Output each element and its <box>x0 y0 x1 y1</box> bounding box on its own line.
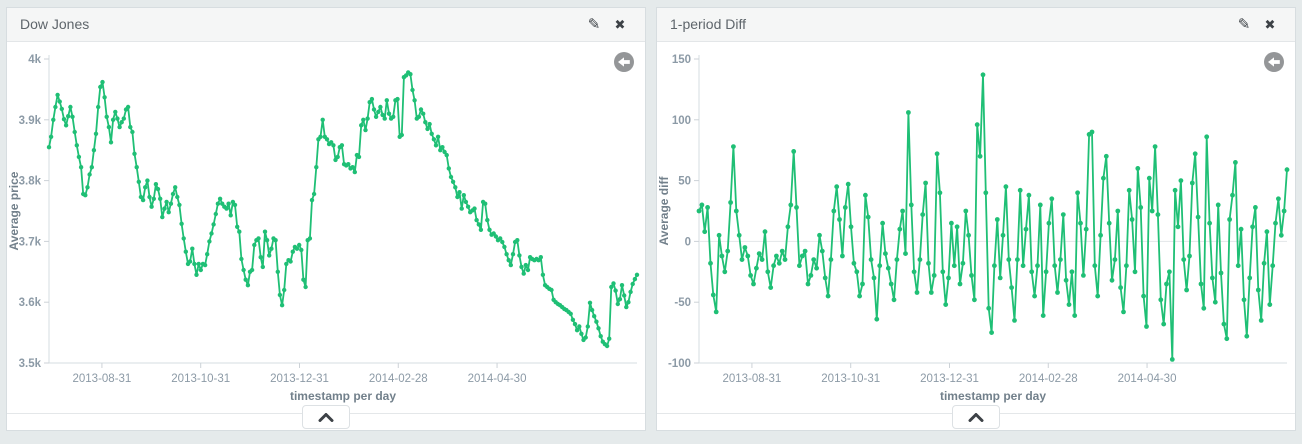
line-chart[interactable]: 4k 3.9k 3.8k 3.7k 3.6k 3.5k 2013-08-31 2013-10-… <box>7 43 645 414</box>
svg-text:0: 0 <box>685 236 691 248</box>
circle-back-arrow-icon[interactable] <box>1264 52 1284 72</box>
svg-text:3.7k: 3.7k <box>19 236 42 248</box>
svg-text:2013-12-31: 2013-12-31 <box>920 373 979 385</box>
svg-text:2013-08-31: 2013-08-31 <box>723 373 782 385</box>
collapse-row-button[interactable] <box>302 405 350 429</box>
svg-text:150: 150 <box>672 54 691 66</box>
svg-text:4k: 4k <box>28 54 41 66</box>
close-icon[interactable]: ✖ <box>614 17 626 32</box>
chart-area[interactable]: 4k 3.9k 3.8k 3.7k 3.6k 3.5k 2013-08-31 2013-10-… <box>7 43 645 414</box>
panel-header: 1-period Diff ✎ ✖ <box>657 8 1295 42</box>
svg-text:3.9k: 3.9k <box>19 115 42 127</box>
panel-1-period-diff: 1-period Diff ✎ ✖ 150 100 50 0 -50 -100 2013-0… <box>656 7 1296 431</box>
svg-text:3.6k: 3.6k <box>19 297 42 309</box>
svg-text:2013-08-31: 2013-08-31 <box>73 373 132 385</box>
svg-text:2014-02-28: 2014-02-28 <box>369 373 428 385</box>
panel-title: 1-period Diff <box>670 16 747 32</box>
svg-text:-50: -50 <box>674 297 691 309</box>
svg-text:-100: -100 <box>668 358 691 370</box>
line-chart[interactable]: 150 100 50 0 -50 -100 2013-08-31 2013-10-31 2013… <box>657 43 1295 414</box>
svg-text:2013-10-31: 2013-10-31 <box>821 373 880 385</box>
panel-title: Dow Jones <box>20 16 90 32</box>
svg-text:2014-04-30: 2014-04-30 <box>1118 373 1177 385</box>
svg-text:100: 100 <box>672 115 691 127</box>
svg-text:timestamp per day: timestamp per day <box>290 389 396 403</box>
svg-text:2014-02-28: 2014-02-28 <box>1019 373 1078 385</box>
chart-area[interactable]: 150 100 50 0 -50 -100 2013-08-31 2013-10-31 2013… <box>657 43 1295 414</box>
svg-text:2014-04-30: 2014-04-30 <box>468 373 527 385</box>
svg-text:timestamp per day: timestamp per day <box>940 389 1046 403</box>
svg-text:Average price: Average price <box>7 171 21 250</box>
svg-text:Average diff: Average diff <box>657 176 671 246</box>
panel-dow-jones: Dow Jones ✎ ✖ 4k 3.9k 3.8k 3.7k 3.6k 3.5k 2013… <box>6 7 646 431</box>
svg-text:3.5k: 3.5k <box>19 358 42 370</box>
svg-text:50: 50 <box>678 176 691 188</box>
svg-text:2013-12-31: 2013-12-31 <box>270 373 329 385</box>
circle-back-arrow-icon[interactable] <box>614 52 634 72</box>
pencil-icon[interactable]: ✎ <box>587 16 601 33</box>
panel-header: Dow Jones ✎ ✖ <box>7 8 645 42</box>
chevron-up-icon <box>968 412 984 422</box>
svg-text:3.8k: 3.8k <box>19 176 42 188</box>
svg-text:2013-10-31: 2013-10-31 <box>171 373 230 385</box>
close-icon[interactable]: ✖ <box>1264 17 1276 32</box>
pencil-icon[interactable]: ✎ <box>1237 16 1251 33</box>
collapse-row-button[interactable] <box>952 405 1000 429</box>
chevron-up-icon <box>318 412 334 422</box>
